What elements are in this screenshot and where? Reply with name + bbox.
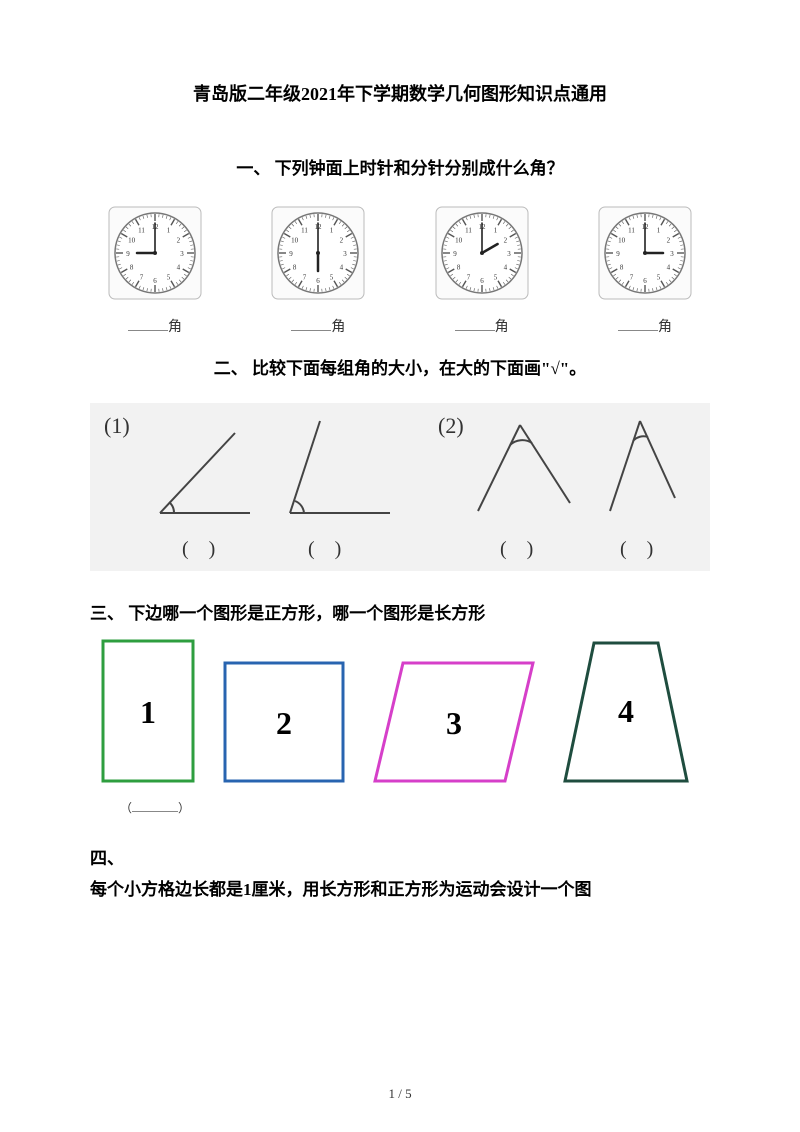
q1-blank-3: 角	[427, 316, 537, 336]
document-title: 青岛版二年级2021年下学期数学几何图形知识点通用	[90, 80, 710, 106]
svg-text:11: 11	[138, 227, 145, 235]
svg-text:1: 1	[140, 694, 156, 730]
svg-text:4: 4	[340, 264, 344, 272]
svg-text:2: 2	[503, 237, 507, 245]
svg-text:10: 10	[291, 237, 299, 245]
q3-heading: 三、 下边哪一个图形是正方形，哪一个图形是长方形	[90, 599, 710, 624]
svg-text:10: 10	[618, 237, 626, 245]
svg-text:3: 3	[344, 250, 348, 258]
q1-clocks-row: 123456789101112 角 123456789101112 角 1234…	[90, 203, 710, 336]
svg-text:6: 6	[643, 277, 647, 285]
svg-text:4: 4	[177, 264, 181, 272]
svg-text:( ): ( )	[308, 538, 341, 560]
q3-shape-4: 4	[562, 640, 690, 784]
clock-icon: 123456789101112	[432, 203, 532, 303]
svg-text:10: 10	[455, 237, 463, 245]
svg-text:7: 7	[466, 273, 470, 281]
svg-text:11: 11	[628, 227, 635, 235]
q4-heading: 四、	[90, 844, 710, 875]
svg-text:3: 3	[670, 250, 674, 258]
svg-text:8: 8	[130, 264, 134, 272]
svg-text:2: 2	[340, 237, 344, 245]
svg-text:7: 7	[303, 273, 307, 281]
q1-clock-1: 123456789101112 角	[100, 203, 210, 336]
svg-text:( ): ( )	[620, 538, 653, 560]
svg-text:6: 6	[153, 277, 157, 285]
q2-heading: 二、 比较下面每组角的大小，在大的下面画"√"。	[90, 354, 710, 379]
q4-text: 每个小方格边长都是1厘米，用长方形和正方形为运动会设计一个图	[90, 875, 710, 906]
q1-heading: 一、 下列钟面上时针和分针分别成什么角？	[90, 154, 710, 179]
svg-text:9: 9	[453, 250, 457, 258]
svg-text:5: 5	[167, 273, 171, 281]
svg-text:4: 4	[618, 693, 634, 729]
svg-text:8: 8	[620, 264, 624, 272]
svg-text:5: 5	[330, 273, 334, 281]
svg-text:2: 2	[177, 237, 181, 245]
svg-text:1: 1	[493, 227, 497, 235]
svg-text:1: 1	[167, 227, 171, 235]
svg-text:3: 3	[507, 250, 511, 258]
svg-text:( ): ( )	[182, 538, 215, 560]
svg-text:( ): ( )	[500, 538, 533, 560]
clock-icon: 123456789101112	[595, 203, 695, 303]
svg-text:6: 6	[317, 277, 321, 285]
svg-text:2: 2	[276, 705, 292, 741]
svg-text:3: 3	[446, 705, 462, 741]
q2-label-2: (2)	[438, 413, 464, 438]
svg-text:4: 4	[667, 264, 671, 272]
page-number: 1 / 5	[0, 1086, 800, 1102]
q3-shapes-row: 1 2 3 4	[90, 638, 710, 784]
svg-text:10: 10	[128, 237, 136, 245]
svg-text:9: 9	[290, 250, 294, 258]
q3-shape-1: 1	[100, 638, 196, 784]
svg-text:4: 4	[503, 264, 507, 272]
svg-text:2: 2	[667, 237, 671, 245]
clock-icon: 123456789101112	[105, 203, 205, 303]
svg-text:5: 5	[657, 273, 661, 281]
svg-text:6: 6	[480, 277, 484, 285]
svg-text:1: 1	[330, 227, 334, 235]
svg-text:8: 8	[293, 264, 297, 272]
q1-clock-3: 123456789101112 角	[427, 203, 537, 336]
svg-text:11: 11	[465, 227, 472, 235]
svg-text:7: 7	[630, 273, 634, 281]
q2-figure: (1) (2) ( ) ( ) ( ) ( )	[90, 403, 710, 571]
q2-angles-svg: (1) (2) ( ) ( ) ( ) ( )	[90, 403, 710, 571]
svg-text:9: 9	[616, 250, 620, 258]
svg-text:3: 3	[180, 250, 184, 258]
q1-blank-1: 角	[100, 316, 210, 336]
svg-text:5: 5	[493, 273, 497, 281]
q2-label-1: (1)	[104, 413, 130, 438]
q3-shape-3: 3	[372, 660, 536, 784]
svg-text:9: 9	[126, 250, 130, 258]
q1-clock-2: 123456789101112 角	[263, 203, 373, 336]
q1-blank-4: 角	[590, 316, 700, 336]
q1-blank-2: 角	[263, 316, 373, 336]
q3-shape-2: 2	[222, 660, 346, 784]
q3-answer-blank: （）	[120, 798, 710, 816]
svg-text:11: 11	[301, 227, 308, 235]
q1-clock-4: 123456789101112 角	[590, 203, 700, 336]
svg-text:1: 1	[657, 227, 661, 235]
clock-icon: 123456789101112	[268, 203, 368, 303]
svg-text:7: 7	[140, 273, 144, 281]
svg-text:8: 8	[457, 264, 461, 272]
